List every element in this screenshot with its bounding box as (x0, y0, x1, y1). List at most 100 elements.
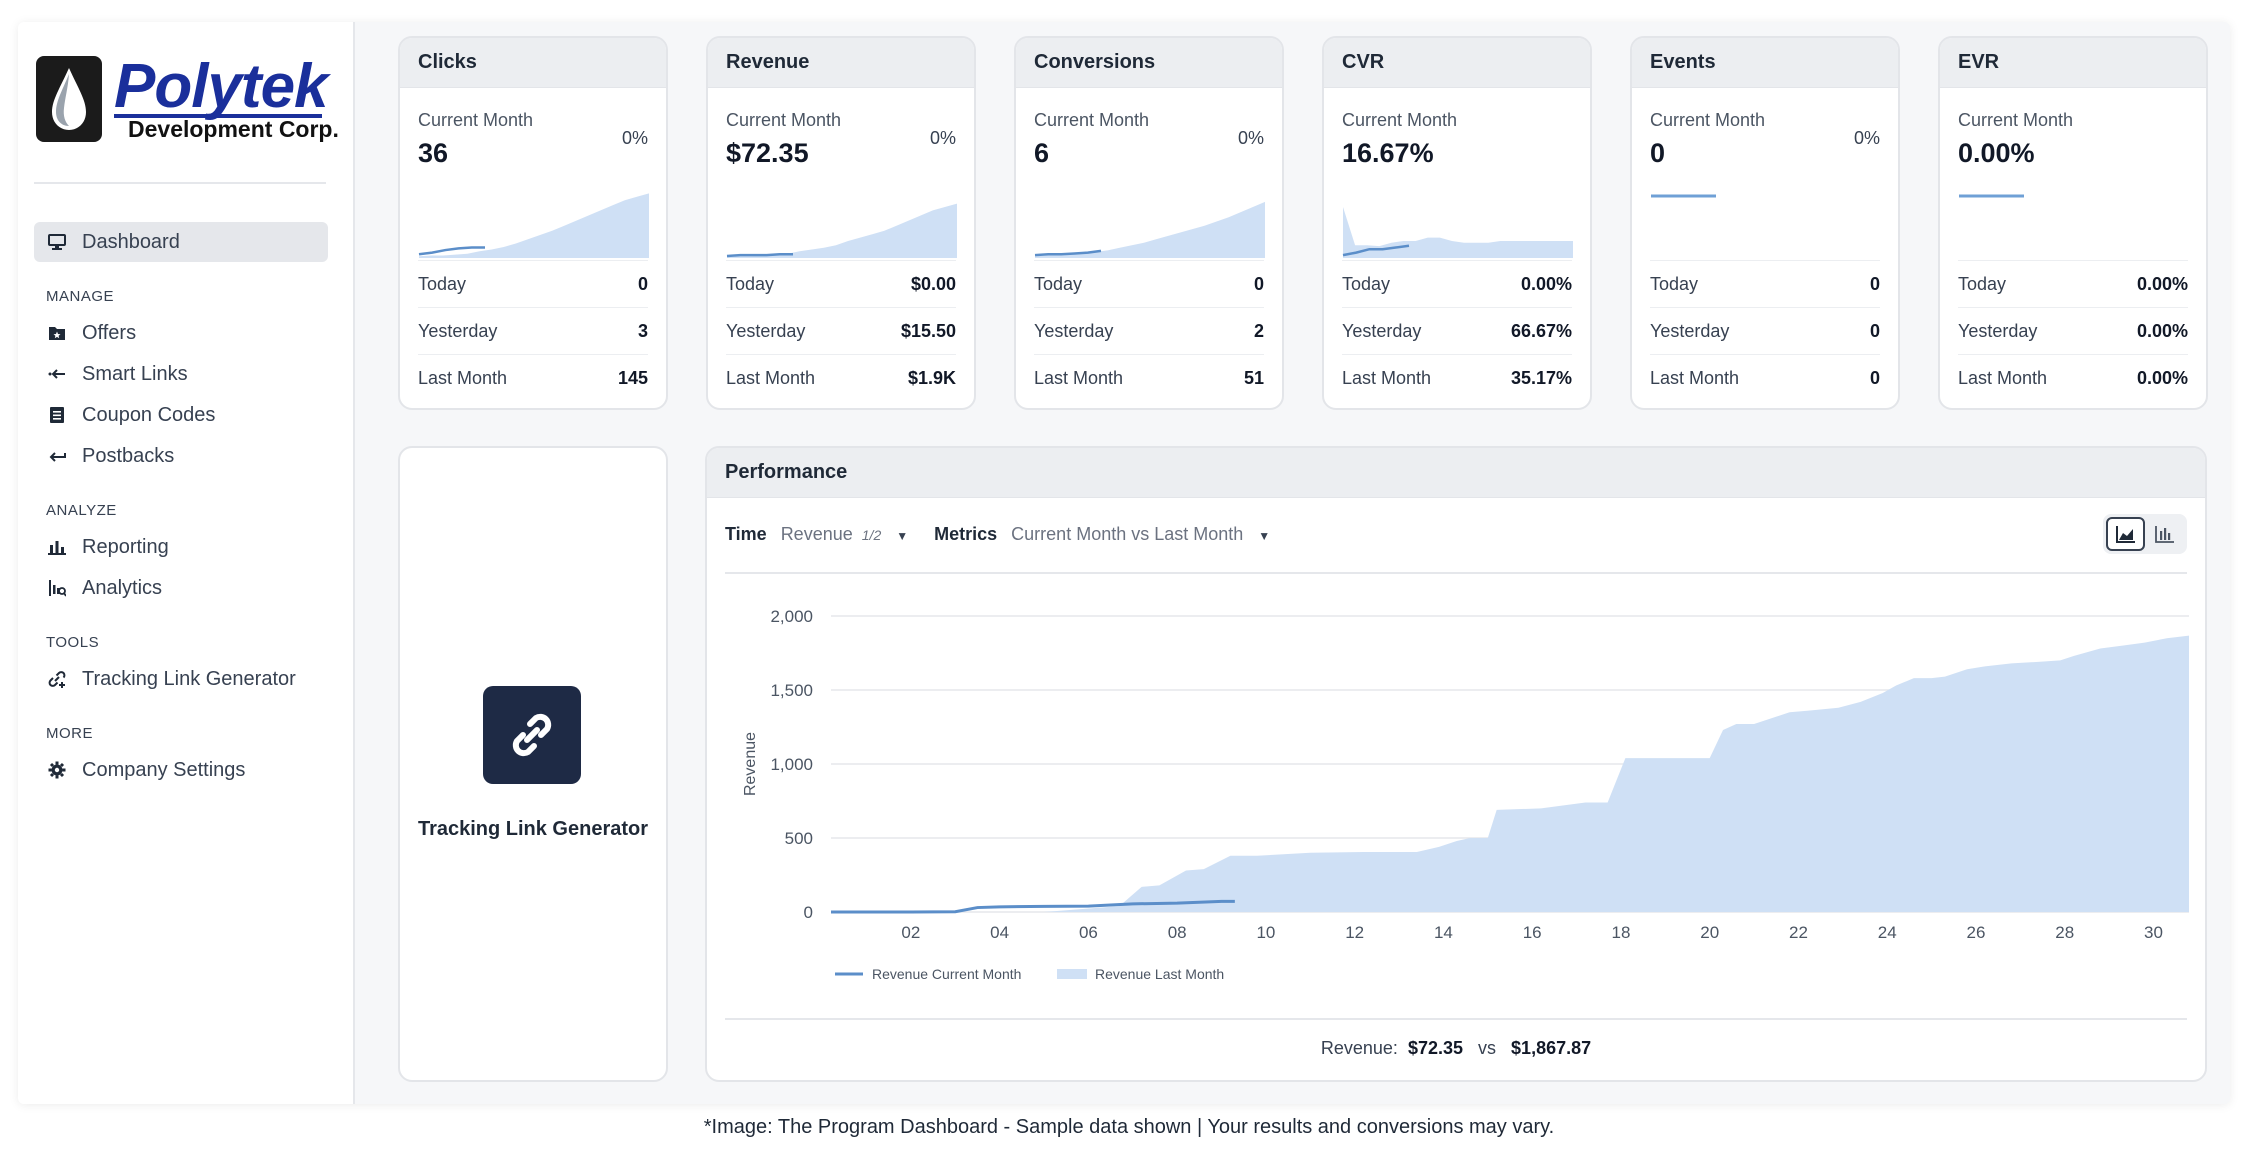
sparkline (1959, 194, 2024, 198)
separator (725, 1018, 2187, 1020)
row-label: Last Month (726, 367, 816, 388)
row-label: Today (1034, 273, 1083, 294)
stat-row-last-month: Last Month 145 (418, 354, 648, 401)
x-tick-label: 04 (990, 923, 1009, 942)
current-month-label: Current Month (1650, 110, 1766, 130)
row-label: Yesterday (1034, 320, 1114, 341)
row-value: 51 (1243, 367, 1264, 388)
current-month-value: 36 (418, 138, 449, 168)
y-tick-label: 2,000 (770, 607, 813, 626)
row-label: Yesterday (1958, 320, 2038, 341)
sidebar-item-postbacks[interactable]: Postbacks (34, 436, 328, 476)
sidebar-item-reporting[interactable]: Reporting (34, 527, 328, 567)
x-tick-label: 08 (1168, 923, 1187, 942)
link-plus-icon (46, 668, 68, 690)
row-label: Today (1958, 273, 2007, 294)
row-label: Today (726, 273, 775, 294)
metrics-select[interactable]: Current Month vs Last Month ▼ (1011, 524, 1270, 545)
sparkline-area (419, 193, 649, 258)
stat-rows: Today 0 Yesterday 0 Last Month 0 (1650, 260, 1880, 401)
stat-rows: Today 0 Yesterday 2 Last Month 51 (1034, 260, 1264, 401)
brand-name: Polytek (114, 52, 329, 121)
area-chart-toggle[interactable] (2106, 517, 2145, 551)
current-month-value: 0.00% (1958, 138, 2035, 168)
stat-row-yesterday: Yesterday 66.67% (1342, 307, 1572, 354)
stat-rows: Today 0 Yesterday 3 Last Month 145 (418, 260, 648, 401)
sidebar: Polytek Development Corp. Dashboard MANA… (18, 22, 355, 1104)
caret-down-icon: ▼ (1258, 528, 1271, 543)
time-select[interactable]: Revenue 1/2 ▼ (781, 524, 908, 545)
current-month-value: $72.35 (726, 138, 809, 168)
sidebar-item-coupon-codes[interactable]: Coupon Codes (34, 395, 328, 435)
sparkline-line (418, 246, 485, 256)
stat-row-yesterday: Yesterday 0.00% (1958, 307, 2188, 354)
row-value: 0.00% (2136, 273, 2188, 294)
sparkline-area (1035, 201, 1265, 258)
series-line-revenue-current-month (831, 899, 1235, 914)
sparkline-area (727, 203, 957, 258)
row-label: Today (418, 273, 467, 294)
card-title: Events (1632, 38, 1898, 88)
sparkline-line (1034, 249, 1102, 257)
row-value: 0 (1869, 273, 1880, 294)
card-title: Conversions (1016, 38, 1282, 88)
sidebar-item-label: Tracking Link Generator (82, 667, 296, 690)
row-value: $15.50 (900, 320, 956, 341)
sidebar-item-smart-links[interactable]: Smart Links (34, 354, 328, 394)
x-tick-label: 18 (1611, 923, 1630, 942)
sidebar-item-dashboard[interactable]: Dashboard (34, 222, 328, 262)
sidebar-item-analytics[interactable]: Analytics (34, 568, 328, 608)
bar-chart-toggle[interactable] (2145, 517, 2184, 551)
x-tick-label: 20 (1700, 923, 1719, 942)
stat-row-today: Today 0 (1650, 260, 1880, 307)
revenue-summary: Revenue: $72.35 vs $1,867.87 (707, 1038, 2205, 1059)
change-percent: 0% (1237, 128, 1264, 148)
sidebar-item-company-settings[interactable]: Company Settings (34, 750, 328, 790)
current-month-label: Current Month (1034, 110, 1150, 130)
sparkline (1034, 201, 1265, 258)
row-label: Last Month (1342, 367, 1432, 388)
link-icon (483, 686, 581, 784)
arrow-merge-icon (46, 363, 68, 385)
row-value: 35.17% (1510, 367, 1572, 388)
row-value: 2 (1253, 320, 1264, 341)
stat-row-today: Today 0.00% (1958, 260, 2188, 307)
change-percent: 0% (929, 128, 956, 148)
row-value: 0 (637, 273, 648, 294)
stat-row-yesterday: Yesterday 2 (1034, 307, 1264, 354)
metrics-select-value: Current Month vs Last Month (1011, 523, 1244, 544)
sparkline-line (726, 253, 793, 258)
stat-row-yesterday: Yesterday 0 (1650, 307, 1880, 354)
change-percent: 0% (1853, 128, 1880, 148)
row-value: 66.67% (1510, 320, 1572, 341)
sidebar-item-label: Dashboard (82, 230, 180, 253)
stat-row-yesterday: Yesterday $15.50 (726, 307, 956, 354)
row-value: 3 (637, 320, 648, 341)
x-tick-label: 06 (1079, 923, 1098, 942)
x-tick-label: 26 (1967, 923, 1986, 942)
row-label: Last Month (1650, 367, 1740, 388)
brand-logo[interactable]: Polytek Development Corp. (36, 52, 339, 152)
x-tick-label: 16 (1523, 923, 1542, 942)
tracking-link-generator-card[interactable]: Tracking Link Generator (398, 446, 668, 1082)
row-label: Last Month (418, 367, 508, 388)
revenue-card: Revenue Current Month $72.35 0% Today $0.… (706, 36, 976, 410)
y-tick-label: 500 (785, 829, 813, 848)
time-label: Time (725, 523, 767, 544)
metrics-label: Metrics (934, 523, 998, 544)
evr-card: EVR Current Month 0.00% Today 0.00% Yeste… (1938, 36, 2208, 410)
sidebar-item-label: Postbacks (82, 444, 175, 467)
legend-swatch-last (1057, 969, 1087, 979)
app-window: Polytek Development Corp. Dashboard MANA… (18, 22, 2230, 1104)
sidebar-item-tracking-link-generator[interactable]: Tracking Link Generator (34, 659, 328, 699)
brand-subtitle: Development Corp. (128, 116, 339, 142)
x-tick-label: 10 (1256, 923, 1275, 942)
sidebar-item-offers[interactable]: Offers (34, 313, 328, 353)
sparkline-line (1342, 244, 1410, 257)
stat-row-today: Today 0 (418, 260, 648, 307)
separator (725, 572, 2187, 574)
time-select-value: Revenue (780, 523, 853, 544)
chart-controls: Time Revenue 1/2 ▼ Metrics Current Month… (725, 514, 2187, 554)
events-card: Events Current Month 0 0% Today 0 Yesterd… (1630, 36, 1900, 410)
stat-row-today: Today 0 (1034, 260, 1264, 307)
